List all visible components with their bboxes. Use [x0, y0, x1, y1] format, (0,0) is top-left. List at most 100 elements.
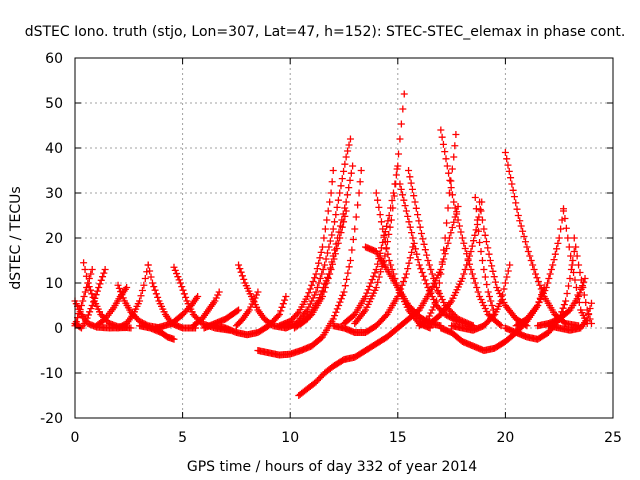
data-point — [475, 227, 482, 235]
data-point — [572, 284, 580, 291]
data-point — [362, 293, 370, 300]
data-point — [313, 284, 321, 291]
data-point — [322, 255, 330, 263]
data-point — [405, 259, 413, 267]
data-point — [441, 250, 449, 258]
data-point — [493, 284, 501, 291]
data-point — [428, 306, 436, 314]
data-point — [85, 283, 93, 291]
data-point — [489, 267, 497, 275]
data-point — [368, 276, 376, 284]
data-point — [414, 211, 422, 219]
data-point — [410, 192, 418, 200]
data-point — [545, 275, 553, 282]
data-point — [329, 260, 337, 268]
data-point — [424, 315, 432, 323]
y-tick-label: 10 — [45, 276, 63, 292]
data-point — [385, 230, 393, 238]
data-point — [427, 290, 435, 297]
data-point — [375, 203, 383, 211]
data-point — [87, 270, 95, 278]
data-point — [537, 296, 545, 303]
data-point — [312, 288, 320, 296]
data-point — [431, 300, 439, 308]
data-point — [542, 284, 550, 291]
data-point — [336, 234, 344, 242]
data-point — [425, 261, 433, 269]
data-point — [344, 269, 352, 277]
y-axis-title: dSTEC / TECUs — [8, 186, 24, 289]
data-point — [453, 210, 461, 218]
data-point — [321, 261, 329, 269]
data-point — [323, 216, 331, 224]
data-point — [445, 169, 453, 177]
data-point — [459, 317, 467, 325]
data-point — [308, 297, 316, 305]
data-point — [248, 300, 256, 308]
data-series — [254, 167, 365, 359]
data-point — [138, 287, 146, 294]
data-point — [387, 216, 395, 224]
data-point — [560, 301, 568, 309]
data-point — [576, 289, 584, 297]
data-point — [306, 300, 314, 308]
data-point — [437, 126, 445, 134]
data-point — [319, 266, 327, 273]
data-point — [437, 270, 445, 278]
data-point — [461, 266, 469, 273]
data-point — [391, 275, 399, 282]
data-point — [583, 315, 591, 323]
data-point — [433, 297, 441, 305]
data-point — [333, 245, 341, 252]
data-point — [516, 217, 524, 225]
data-point — [526, 252, 534, 260]
data-point — [309, 294, 317, 302]
data-point — [512, 199, 520, 207]
data-series — [232, 288, 262, 330]
data-point — [430, 275, 438, 282]
data-point — [534, 302, 542, 309]
data-point — [313, 265, 321, 273]
data-point — [306, 285, 314, 293]
data-point — [504, 267, 512, 275]
data-point — [293, 310, 301, 318]
data-point — [279, 300, 287, 308]
data-point — [397, 185, 405, 193]
data-point — [477, 296, 485, 303]
data-point — [321, 284, 329, 291]
data-point — [238, 272, 246, 280]
data-point — [327, 189, 335, 197]
data-point — [491, 311, 499, 318]
data-point — [321, 225, 329, 233]
data-point — [380, 231, 388, 239]
data-point — [342, 207, 350, 215]
data-series — [211, 293, 290, 339]
data-point — [559, 304, 567, 312]
data-point — [324, 249, 332, 257]
data-point — [388, 266, 396, 273]
data-point — [333, 305, 341, 313]
data-point — [428, 270, 436, 278]
data-point — [450, 198, 458, 206]
data-point — [82, 272, 90, 280]
data-point — [343, 275, 351, 283]
data-point — [401, 202, 409, 210]
data-point — [468, 270, 476, 278]
data-point — [115, 284, 123, 292]
data-point — [88, 290, 96, 298]
data-point — [461, 245, 469, 252]
data-point — [427, 266, 435, 273]
data-point — [332, 308, 340, 316]
data-point — [497, 322, 505, 330]
data-point — [341, 212, 349, 220]
data-point — [377, 268, 385, 276]
data-point — [394, 162, 402, 170]
data-point — [419, 235, 427, 243]
data-point — [576, 269, 584, 276]
data-point — [95, 284, 103, 291]
data-point — [324, 275, 332, 282]
data-point — [320, 288, 328, 296]
data-point — [470, 237, 478, 245]
data-point — [119, 294, 127, 302]
x-tick-label: 15 — [389, 430, 407, 446]
